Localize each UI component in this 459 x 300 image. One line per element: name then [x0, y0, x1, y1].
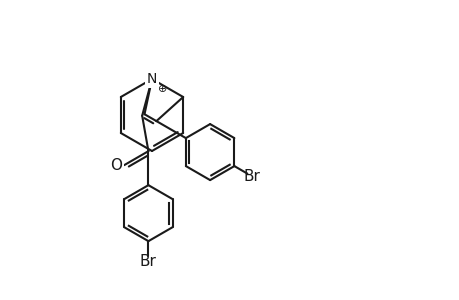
- Text: N: N: [146, 72, 157, 86]
- Text: ⊕: ⊕: [158, 84, 168, 94]
- Text: Br: Br: [140, 254, 157, 269]
- Text: Br: Br: [243, 169, 259, 184]
- Text: O: O: [110, 158, 122, 173]
